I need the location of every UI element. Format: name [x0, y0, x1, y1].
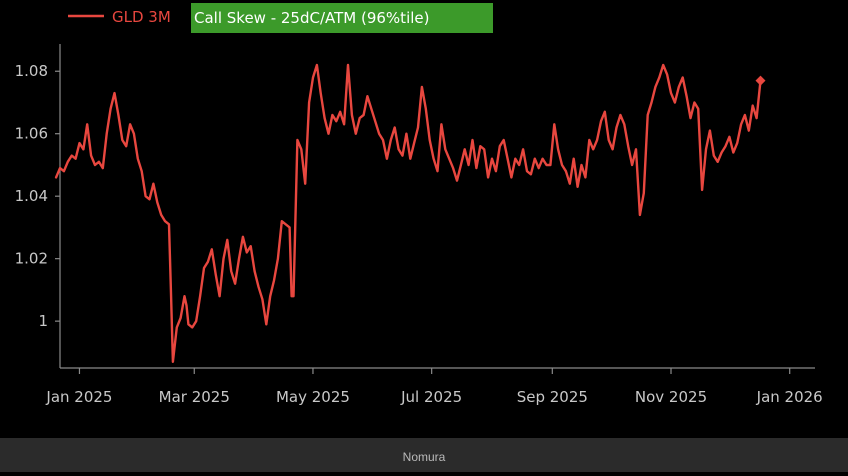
chart-axes: [59, 44, 815, 369]
y-axis-ticks: 1.08 1.06 1.04 1.02 1: [15, 62, 60, 330]
y-tick-label: 1: [38, 312, 48, 330]
legend-highlight-label: Call Skew - 25dC/ATM (96%tile): [194, 9, 429, 27]
x-tick-label: May 2025: [276, 388, 350, 406]
x-tick-label: Mar 2025: [159, 388, 230, 406]
y-tick-label: 1.08: [15, 62, 48, 80]
x-tick-label: Jul 2025: [400, 388, 462, 406]
y-tick-label: 1.02: [15, 250, 48, 268]
source-footer: Nomura: [0, 438, 848, 472]
line-chart: 1.08 1.06 1.04 1.02 1 Jan 2025 Mar 2025 May 20…: [15, 3, 823, 406]
last-point-marker: [755, 75, 766, 86]
y-tick-label: 1.04: [15, 187, 48, 205]
x-axis-ticks: Jan 2025 Mar 2025 May 2025 Jul 2025 Sep 2025…: [45, 368, 823, 406]
source-label: Nomura: [402, 450, 446, 464]
x-tick-label: Nov 2025: [635, 388, 707, 406]
chart-legend: GLD 3M Call Skew - 25dC/ATM (96%tile): [68, 3, 493, 33]
legend-highlight-box: [191, 3, 493, 33]
x-tick-label: Jan 2026: [756, 388, 823, 406]
series-line: [54, 63, 762, 363]
chart-series: [54, 63, 766, 363]
legend-series-label: GLD 3M: [112, 8, 171, 26]
x-tick-label: Jan 2025: [45, 388, 112, 406]
y-tick-label: 1.06: [15, 125, 48, 143]
x-tick-label: Sep 2025: [517, 388, 588, 406]
